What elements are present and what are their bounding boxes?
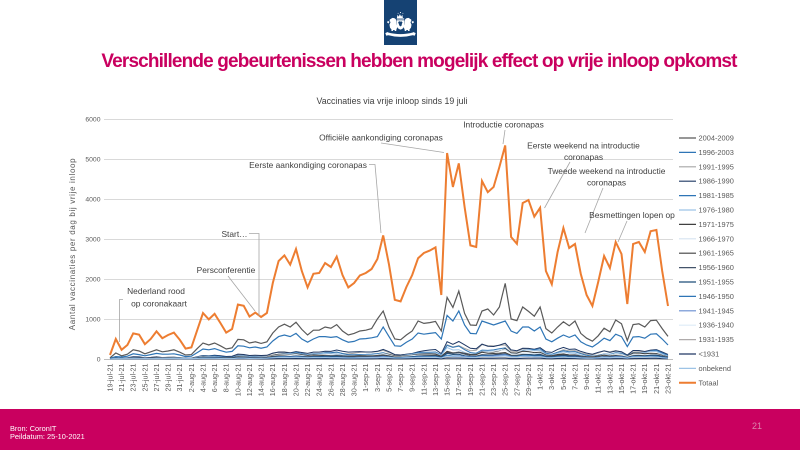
svg-text:21-okt-21: 21-okt-21 bbox=[652, 364, 661, 394]
svg-text:16-aug-21: 16-aug-21 bbox=[268, 364, 277, 397]
svg-text:5-okt-21: 5-okt-21 bbox=[559, 364, 568, 390]
svg-text:1976-1980: 1976-1980 bbox=[699, 206, 734, 215]
svg-text:0: 0 bbox=[97, 356, 101, 363]
svg-text:1991-1995: 1991-1995 bbox=[699, 162, 734, 171]
svg-text:Vaccinaties via vrije inloop s: Vaccinaties via vrije inloop sinds 19 ju… bbox=[317, 96, 468, 106]
svg-text:1996-2003: 1996-2003 bbox=[699, 148, 734, 157]
svg-text:1966-1970: 1966-1970 bbox=[699, 234, 734, 243]
svg-text:Besmettingen lopen op: Besmettingen lopen op bbox=[589, 210, 675, 220]
svg-text:1961-1965: 1961-1965 bbox=[699, 249, 734, 258]
svg-text:1-okt-21: 1-okt-21 bbox=[536, 364, 545, 390]
svg-text:Persconferentie: Persconferentie bbox=[197, 265, 256, 275]
svg-text:4000: 4000 bbox=[85, 196, 100, 203]
svg-text:21-jul-21: 21-jul-21 bbox=[117, 363, 126, 391]
svg-text:26-aug-21: 26-aug-21 bbox=[326, 364, 335, 397]
svg-text:21-sep-21: 21-sep-21 bbox=[477, 364, 486, 396]
svg-text:7-okt-21: 7-okt-21 bbox=[570, 364, 579, 390]
svg-text:8-aug-21: 8-aug-21 bbox=[222, 364, 231, 393]
svg-text:Tweede weekend na introductie: Tweede weekend na introductie bbox=[548, 166, 666, 176]
svg-text:17-sep-21: 17-sep-21 bbox=[454, 364, 463, 396]
svg-text:3-okt-21: 3-okt-21 bbox=[547, 364, 556, 390]
svg-text:1936-1940: 1936-1940 bbox=[699, 321, 734, 330]
svg-text:29-jul-21: 29-jul-21 bbox=[164, 363, 173, 391]
svg-text:1946-1950: 1946-1950 bbox=[699, 292, 734, 301]
svg-text:25-sep-21: 25-sep-21 bbox=[501, 364, 510, 396]
svg-text:Nederland rood: Nederland rood bbox=[127, 286, 185, 296]
svg-text:7-sep-21: 7-sep-21 bbox=[396, 364, 405, 392]
svg-text:<1931: <1931 bbox=[699, 350, 720, 359]
svg-text:13-okt-21: 13-okt-21 bbox=[605, 364, 614, 394]
svg-text:Introductie coronapas: Introductie coronapas bbox=[463, 120, 544, 130]
svg-text:9-okt-21: 9-okt-21 bbox=[582, 364, 591, 390]
svg-text:Eerste aankondiging coronapas: Eerste aankondiging coronapas bbox=[249, 160, 367, 170]
svg-text:4-aug-21: 4-aug-21 bbox=[198, 364, 207, 393]
svg-text:24-aug-21: 24-aug-21 bbox=[315, 364, 324, 397]
svg-text:5-sep-21: 5-sep-21 bbox=[384, 364, 393, 392]
svg-text:1956-1960: 1956-1960 bbox=[699, 263, 734, 272]
svg-text:coronapas: coronapas bbox=[564, 152, 603, 162]
svg-text:15-okt-21: 15-okt-21 bbox=[617, 364, 626, 394]
svg-text:23-okt-21: 23-okt-21 bbox=[663, 364, 672, 394]
svg-text:11-sep-21: 11-sep-21 bbox=[419, 364, 428, 396]
svg-text:coronapas: coronapas bbox=[587, 178, 626, 188]
svg-text:17-okt-21: 17-okt-21 bbox=[629, 364, 638, 394]
svg-text:6000: 6000 bbox=[85, 116, 100, 123]
svg-text:1951-1955: 1951-1955 bbox=[699, 278, 734, 287]
svg-text:19-jul-21: 19-jul-21 bbox=[105, 363, 114, 391]
svg-text:25-jul-21: 25-jul-21 bbox=[140, 363, 149, 391]
svg-text:11-okt-21: 11-okt-21 bbox=[594, 364, 603, 394]
svg-text:15-sep-21: 15-sep-21 bbox=[443, 364, 452, 396]
svg-text:22-aug-21: 22-aug-21 bbox=[303, 364, 312, 397]
svg-text:23-sep-21: 23-sep-21 bbox=[489, 363, 498, 395]
svg-text:3000: 3000 bbox=[85, 236, 100, 243]
svg-text:6-aug-21: 6-aug-21 bbox=[210, 364, 219, 393]
svg-text:27-jul-21: 27-jul-21 bbox=[152, 363, 161, 391]
svg-text:Totaal: Totaal bbox=[699, 378, 719, 387]
svg-text:1-sep-21: 1-sep-21 bbox=[361, 364, 370, 392]
svg-text:Start…: Start… bbox=[221, 229, 247, 239]
svg-text:2004-2009: 2004-2009 bbox=[699, 134, 734, 143]
svg-text:9-sep-21: 9-sep-21 bbox=[408, 364, 417, 392]
svg-text:20-aug-21: 20-aug-21 bbox=[291, 364, 300, 397]
svg-text:23-jul-21: 23-jul-21 bbox=[129, 363, 138, 391]
svg-text:1986-1990: 1986-1990 bbox=[699, 177, 734, 186]
svg-text:op coronakaart: op coronakaart bbox=[131, 299, 188, 309]
svg-text:12-aug-21: 12-aug-21 bbox=[245, 364, 254, 397]
svg-text:28-aug-21: 28-aug-21 bbox=[338, 364, 347, 397]
svg-text:19-okt-21: 19-okt-21 bbox=[640, 364, 649, 394]
svg-text:1000: 1000 bbox=[85, 316, 100, 323]
svg-text:2-aug-21: 2-aug-21 bbox=[187, 364, 196, 393]
svg-text:Eerste weekend na introductie: Eerste weekend na introductie bbox=[527, 141, 640, 151]
svg-text:Aantal vaccinaties per dag bi: Aantal vaccinaties per dag bij vrije inl… bbox=[68, 158, 77, 330]
svg-text:onbekend: onbekend bbox=[699, 364, 731, 373]
svg-text:1931-1935: 1931-1935 bbox=[699, 335, 734, 344]
svg-text:1971-1975: 1971-1975 bbox=[699, 220, 734, 229]
svg-text:14-aug-21: 14-aug-21 bbox=[257, 364, 266, 397]
svg-text:13-sep-21: 13-sep-21 bbox=[431, 364, 440, 396]
svg-text:2000: 2000 bbox=[85, 276, 100, 283]
svg-text:27-sep-21: 27-sep-21 bbox=[512, 364, 521, 396]
svg-text:1981-1985: 1981-1985 bbox=[699, 191, 734, 200]
svg-text:1941-1945: 1941-1945 bbox=[699, 306, 734, 315]
svg-text:18-aug-21: 18-aug-21 bbox=[280, 364, 289, 397]
svg-text:Officiële aankondiging coronap: Officiële aankondiging coronapas bbox=[319, 132, 443, 142]
svg-text:3-sep-21: 3-sep-21 bbox=[373, 364, 382, 392]
svg-text:10-aug-21: 10-aug-21 bbox=[233, 364, 242, 397]
svg-text:5000: 5000 bbox=[85, 156, 100, 163]
svg-text:19-sep-21: 19-sep-21 bbox=[466, 364, 475, 396]
svg-text:31-jul-21: 31-jul-21 bbox=[175, 363, 184, 391]
svg-text:30-aug-21: 30-aug-21 bbox=[350, 364, 359, 397]
svg-text:29-sep-21: 29-sep-21 bbox=[524, 364, 533, 396]
